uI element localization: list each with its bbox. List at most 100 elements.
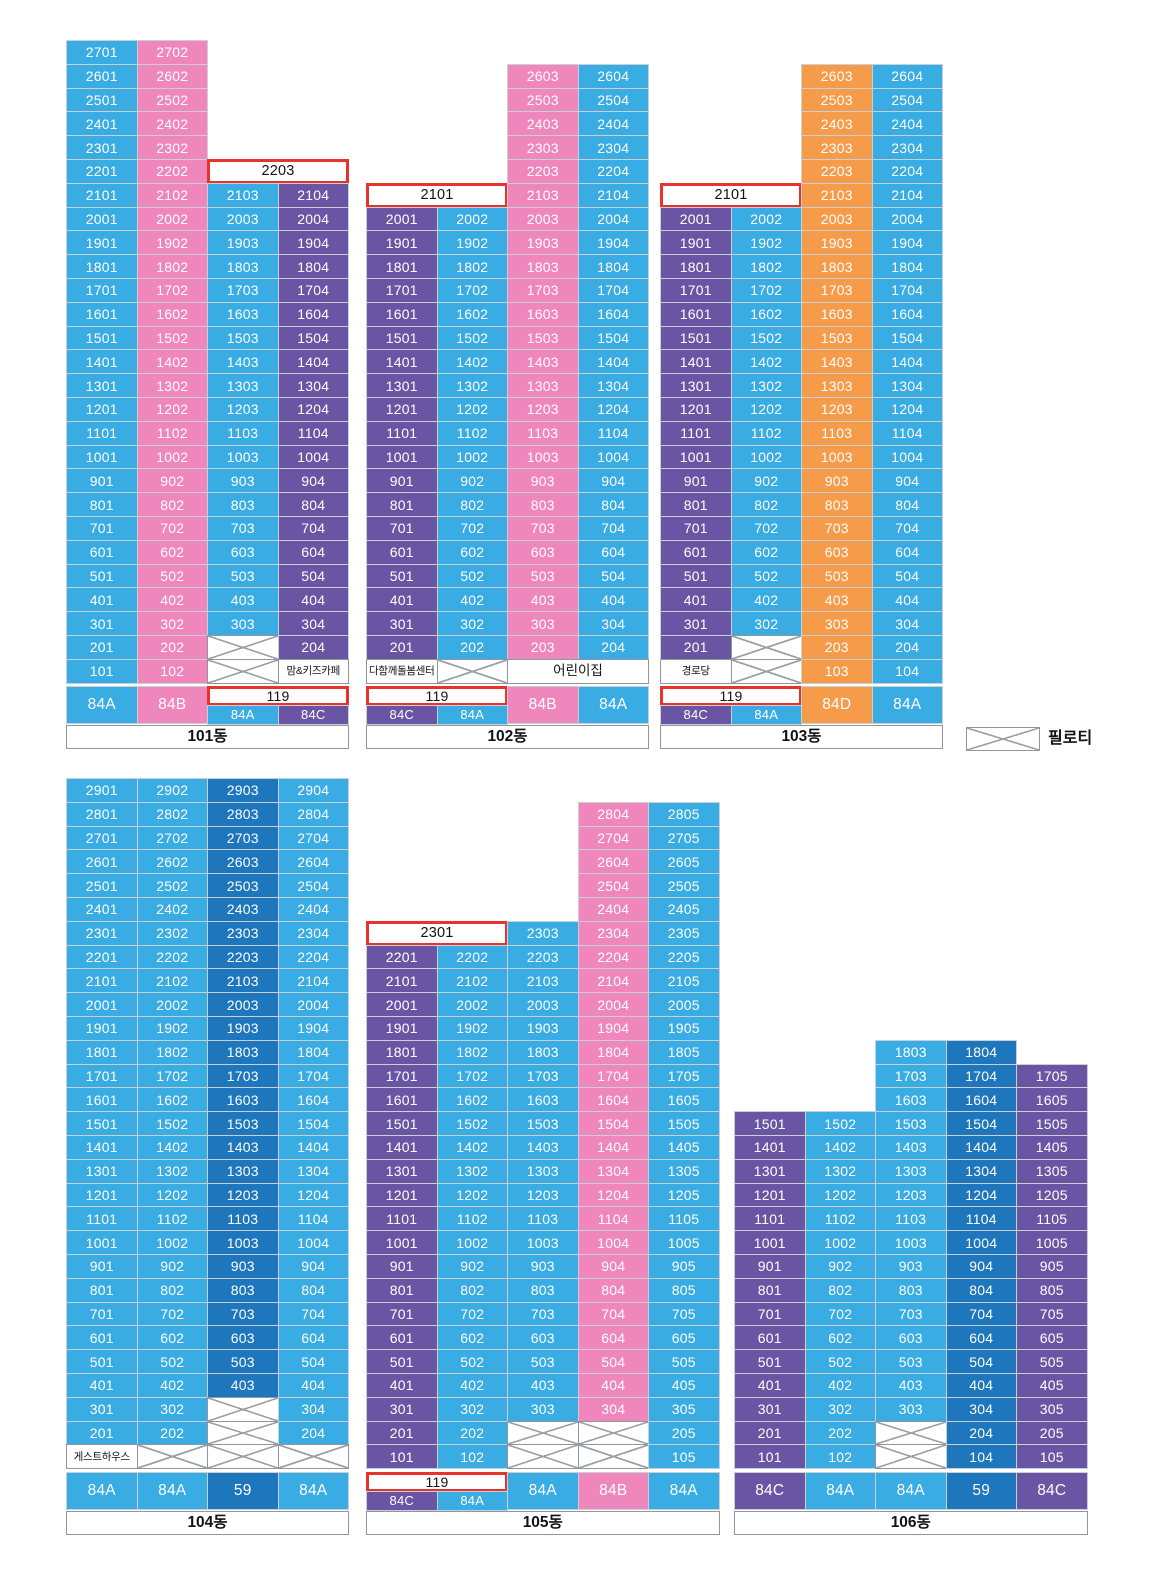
unit-cell: 1802: [136, 1039, 208, 1065]
unit-cell: 1604: [871, 301, 943, 327]
unit-cell: 1301: [366, 1158, 438, 1184]
unit-cell: 2603: [207, 849, 279, 875]
unit-cell: 1303: [801, 373, 873, 398]
unit-cell: 1702: [730, 278, 802, 303]
unit-cell: 201: [366, 1420, 438, 1446]
unit-cell: 2502: [136, 87, 208, 113]
unit-cell: 1404: [871, 349, 943, 375]
unit-cell: 504: [577, 563, 649, 589]
unit-cell: 1304: [277, 373, 349, 398]
piloti-cell: [136, 1444, 208, 1470]
unit-cell: 1001: [66, 1230, 138, 1255]
unit-cell: 201: [734, 1420, 806, 1446]
unit-cell: 2304: [277, 920, 349, 946]
unit-cell: 903: [875, 1254, 947, 1279]
unit-cell: 1601: [366, 301, 438, 327]
piloti-cell: [577, 1420, 649, 1446]
unit-cell: 1004: [277, 444, 349, 470]
unit-cell: 701: [660, 516, 732, 541]
unit-cell: 1302: [804, 1158, 876, 1184]
unit-cell: 2103: [801, 182, 873, 208]
unit-cell: 901: [366, 468, 438, 494]
unit-cell: 1403: [801, 349, 873, 375]
unit-cell: 1903: [801, 230, 873, 256]
unit-type-cell: 84A: [436, 704, 508, 725]
unit-cell: 1002: [436, 1230, 508, 1255]
unit-cell: 502: [436, 563, 508, 589]
unit-cell: 1105: [648, 1206, 720, 1232]
unit-cell: 1803: [801, 254, 873, 279]
unit-cell: 703: [207, 1301, 279, 1327]
unit-cell: 1603: [801, 301, 873, 327]
facility-cell: 어린이집: [507, 658, 649, 684]
unit-cell: 802: [136, 1277, 208, 1303]
unit-cell: 2403: [801, 111, 873, 137]
unit-cell: 2204: [871, 159, 943, 184]
unit-cell: 2003: [207, 206, 279, 232]
unit-cell: 601: [66, 1325, 138, 1351]
unit-cell: 403: [507, 1373, 579, 1398]
unit-cell: 503: [207, 1349, 279, 1374]
unit-cell: 1701: [66, 278, 138, 303]
unit-cell: 1203: [875, 1182, 947, 1208]
unit-cell: 603: [207, 1325, 279, 1351]
unit-cell: 1601: [66, 301, 138, 327]
unit-cell: 402: [436, 587, 508, 613]
unit-cell: 2804: [577, 801, 649, 827]
piloti-legend-label: 필로티: [1048, 730, 1093, 747]
unit-cell: 2402: [136, 111, 208, 137]
unit-cell: 402: [136, 587, 208, 613]
unit-type-cell: 84D: [801, 686, 873, 724]
unit-cell: 501: [366, 1349, 438, 1374]
unit-cell: 202: [136, 1420, 208, 1446]
piloti-cell: [730, 658, 802, 684]
unit-cell: 1602: [136, 301, 208, 327]
unit-cell: 1002: [730, 444, 802, 470]
unit-cell: 1802: [730, 254, 802, 279]
unit-cell: 1302: [436, 1158, 508, 1184]
unit-cell: 1102: [436, 420, 508, 446]
unit-cell: 1801: [366, 254, 438, 279]
unit-cell: 702: [730, 516, 802, 541]
unit-cell: 1901: [366, 1016, 438, 1041]
unit-cell: 2204: [577, 159, 649, 184]
unit-cell: 2203: [507, 944, 579, 970]
unit-cell: 1804: [277, 254, 349, 279]
unit-cell: 703: [507, 1301, 579, 1327]
unit-cell: 2002: [136, 206, 208, 232]
unit-cell: 2604: [871, 63, 943, 89]
unit-type-cell: 84A: [207, 704, 279, 725]
unit-cell: 1401: [734, 1135, 806, 1160]
unit-cell: 1604: [577, 301, 649, 327]
unit-cell: 301: [366, 611, 438, 636]
unit-cell: 801: [366, 1277, 438, 1303]
unit-cell: 1405: [648, 1135, 720, 1160]
unit-cell: 2002: [730, 206, 802, 232]
unit-cell: 2404: [577, 111, 649, 137]
unit-cell: 1203: [507, 397, 579, 422]
building-label: 102동: [366, 725, 649, 749]
unit-cell: 2704: [577, 825, 649, 851]
piloti-cell: [436, 658, 508, 684]
unit-cell: 1705: [648, 1063, 720, 1089]
unit-cell: 2702: [136, 40, 208, 65]
unit-cell: 1501: [66, 1111, 138, 1136]
unit-cell: 1401: [366, 349, 438, 375]
unit-cell: 1502: [436, 325, 508, 351]
unit-cell: 1903: [207, 1016, 279, 1041]
unit-cell: 803: [507, 492, 579, 517]
unit-cell: 1703: [875, 1063, 947, 1089]
unit-cell: 601: [734, 1325, 806, 1351]
unit-cell: 1201: [660, 397, 732, 422]
unit-cell: 304: [871, 611, 943, 636]
unit-cell: 101: [66, 658, 138, 684]
unit-cell: 1704: [277, 1063, 349, 1089]
unit-cell: 604: [945, 1325, 1017, 1351]
unit-cell: 902: [136, 468, 208, 494]
unit-cell: 1801: [66, 1039, 138, 1065]
unit-cell: 2401: [66, 897, 138, 922]
unit-cell: 2601: [66, 849, 138, 875]
unit-cell: 1403: [507, 1135, 579, 1160]
unit-cell: 1703: [207, 278, 279, 303]
unit-cell: 2102: [136, 968, 208, 994]
